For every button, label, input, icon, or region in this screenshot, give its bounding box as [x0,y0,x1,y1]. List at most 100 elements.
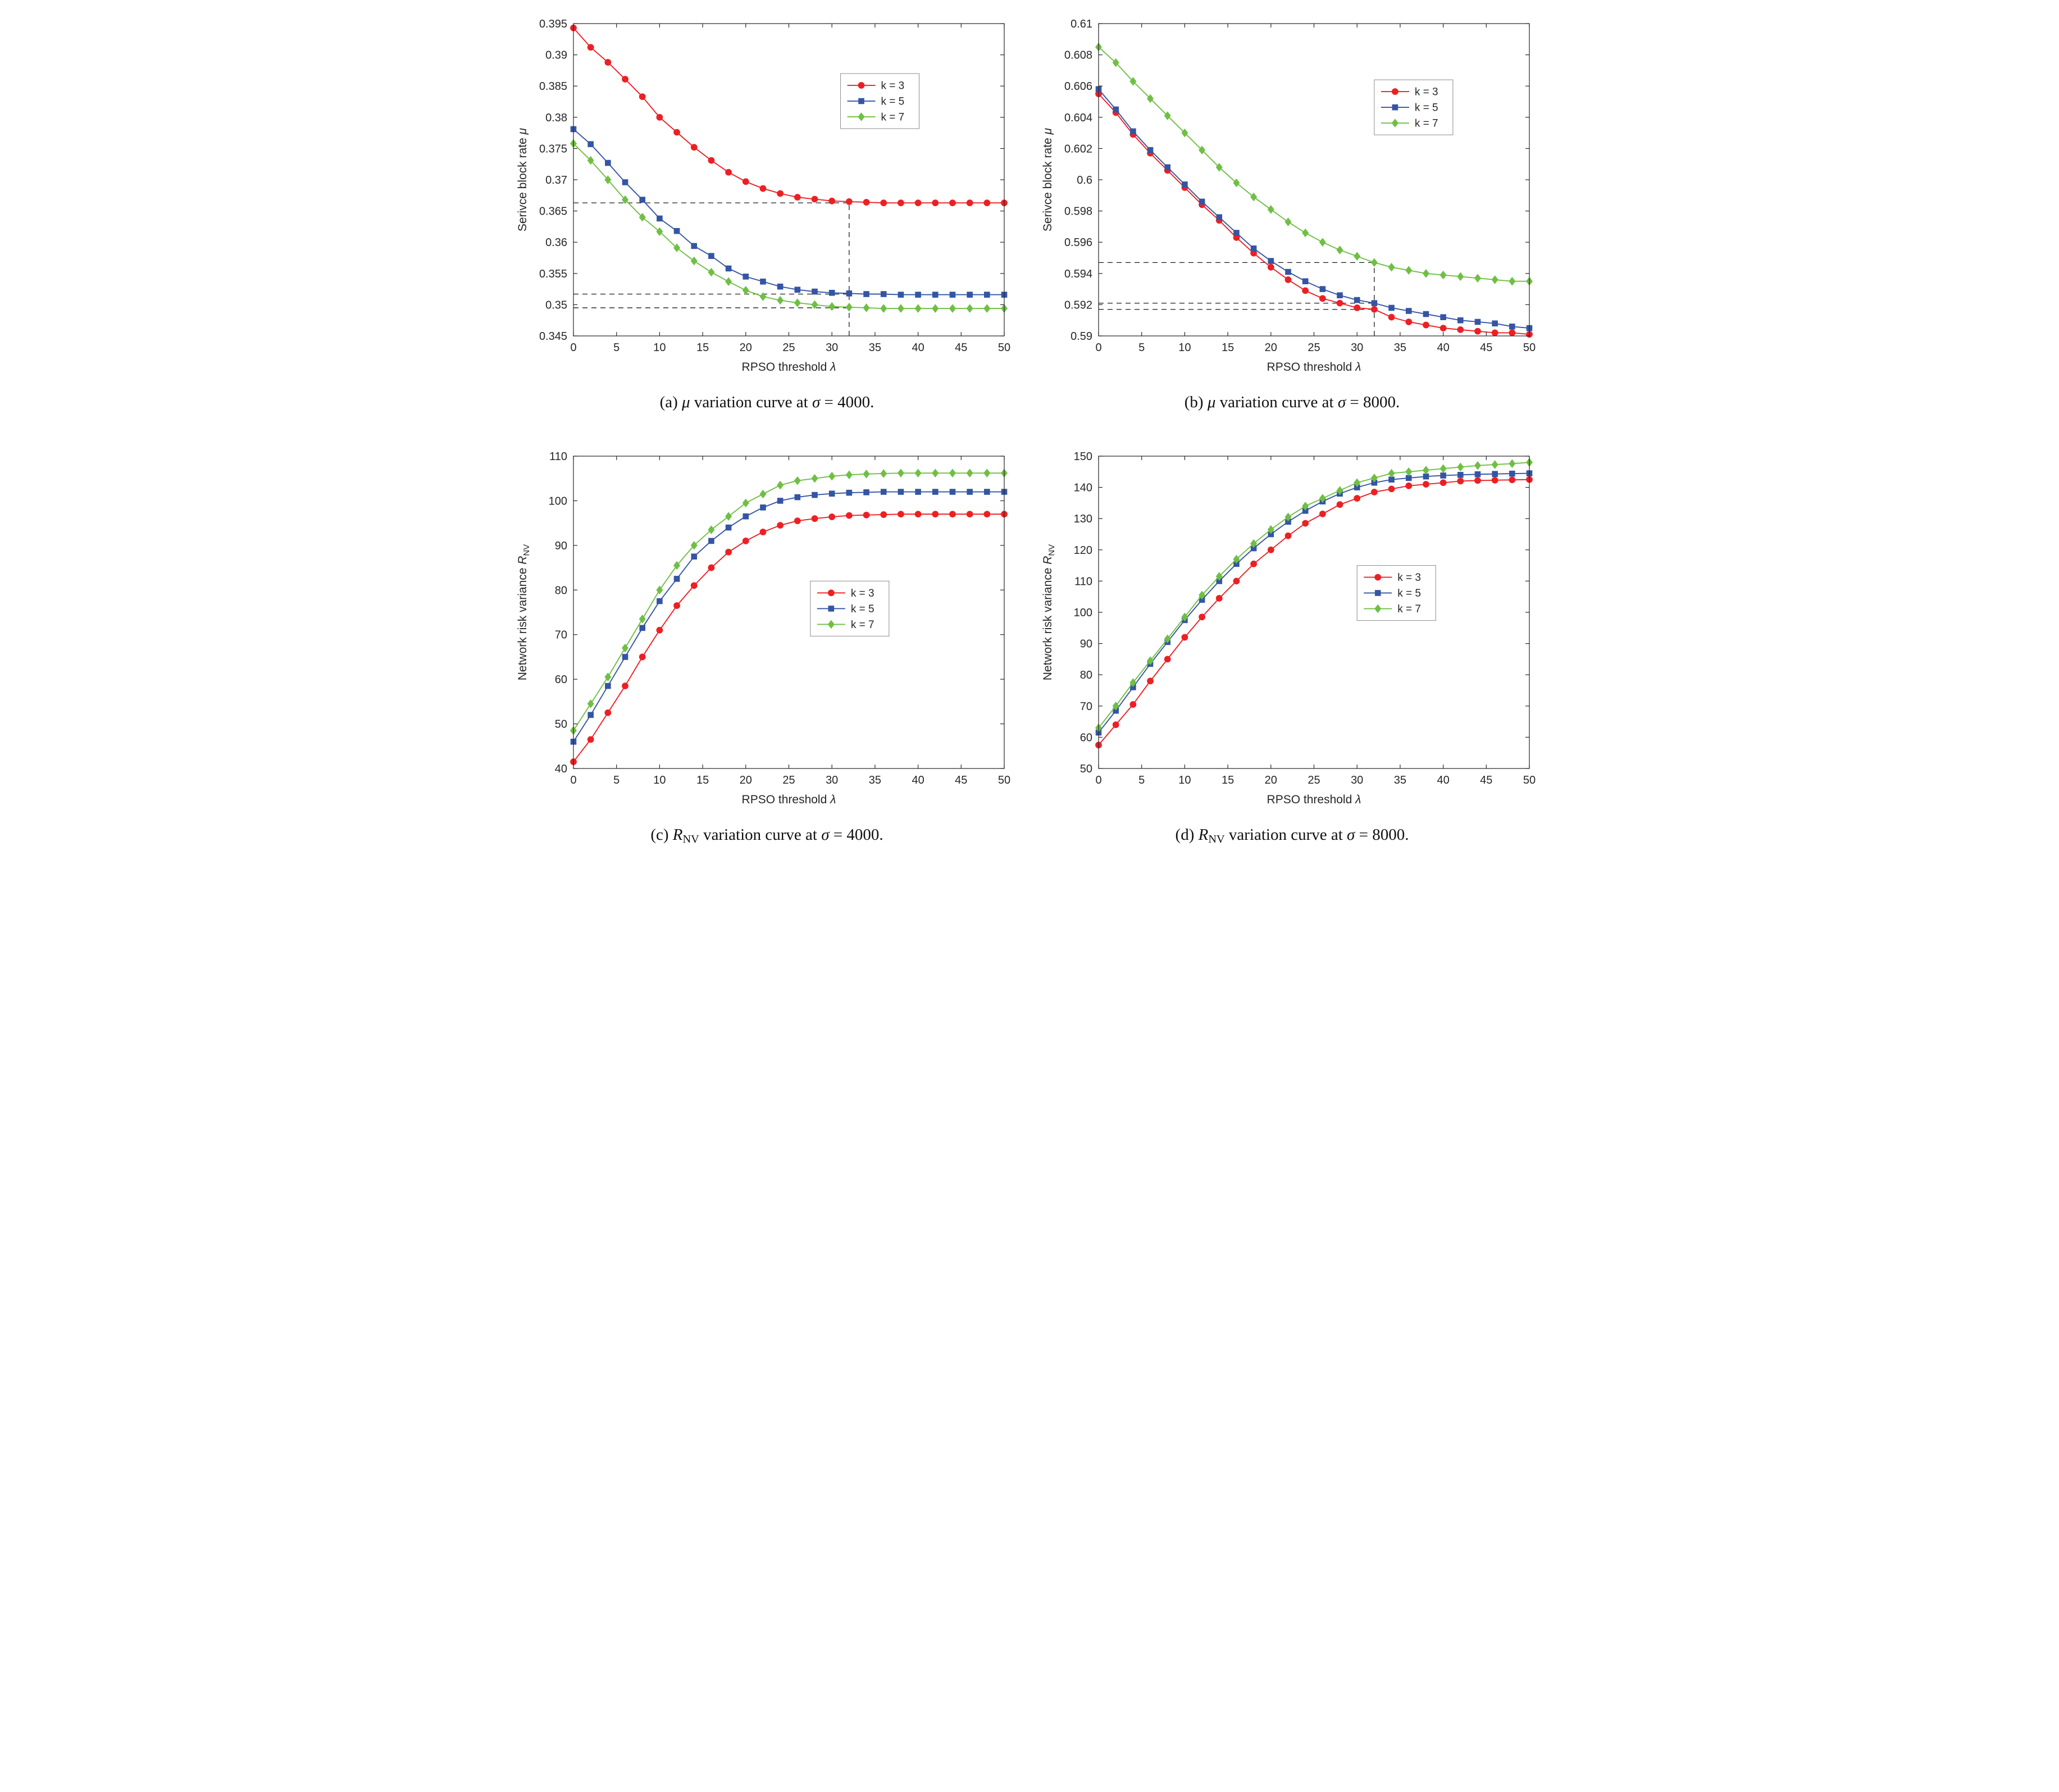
legend-label: k = 5 [881,95,905,107]
svg-text:110: 110 [1074,575,1092,588]
caption-segment: = 8000. [1355,826,1409,844]
caption-segment: σ [821,826,830,844]
legend: k = 3 k = 5 k = 7 [810,580,890,636]
chart-a: 0 5 10 15 20 25 30 35 40 45 50 0.345 0.35 0.355 0.36 0.… [513,10,1021,381]
chart-background [513,10,1021,381]
axis-ticks [1098,456,1530,769]
plot-area [1095,42,1533,338]
svg-text:30: 30 [1351,774,1363,786]
svg-text:80: 80 [555,584,567,597]
axis-tick-labels: 0 5 10 15 20 25 30 35 40 45 50 0.59 0.592 0.594 0.596 0… [1064,18,1536,354]
legend: k = 3 k = 5 k = 7 [1356,565,1436,621]
legend-label: k = 3 [1415,87,1438,98]
svg-text:5: 5 [1138,774,1145,786]
svg-text:30: 30 [826,774,838,786]
svg-text:0.606: 0.606 [1064,80,1092,93]
legend-label: k = 7 [1415,118,1438,130]
svg-text:25: 25 [1308,774,1320,786]
caption-segment: (b) [1184,393,1208,411]
svg-text:130: 130 [1074,513,1092,525]
series-k=3 [1095,90,1533,338]
svg-text:45: 45 [955,342,967,354]
svg-text:40: 40 [912,774,924,786]
svg-text:5: 5 [613,342,619,354]
caption-segment: (a) [659,393,682,411]
svg-text:0: 0 [1095,342,1101,354]
plot-area [570,24,1008,336]
svg-text:0.608: 0.608 [1064,49,1092,62]
x-axis-label: RPSO threshold λ [1267,361,1361,374]
svg-text:100: 100 [549,495,567,507]
svg-text:110: 110 [549,451,567,463]
svg-text:0.35: 0.35 [545,299,567,311]
caption-segment: R [672,826,683,844]
figure-grid: 0 5 10 15 20 25 30 35 40 45 50 0.345 0.35 0.355 0.36 0.… [507,10,1552,846]
svg-text:0.6: 0.6 [1077,174,1092,187]
chart-d: 0 5 10 15 20 25 30 35 40 45 50 50 60 70 80 90 100 110 120 1… [1038,443,1546,813]
legend-label: k = 7 [1397,603,1421,615]
caption-segment: μ [1207,393,1216,411]
svg-text:0.38: 0.38 [545,112,567,124]
axis-tick-labels: 0 5 10 15 20 25 30 35 40 45 50 50 60 70 80 90 100 110 120 1… [1074,451,1536,786]
series-k=7 [570,469,1008,735]
series-k=5 [570,489,1008,745]
svg-text:0.36: 0.36 [545,236,567,249]
svg-text:0.602: 0.602 [1064,143,1092,155]
svg-text:5: 5 [1138,342,1145,354]
svg-text:50: 50 [1523,342,1536,354]
x-axis-label: RPSO threshold λ [742,793,836,806]
series-k=7 [1095,42,1533,286]
svg-text:15: 15 [696,774,709,786]
svg-text:40: 40 [1437,342,1449,354]
caption-segment: variation curve at [699,826,822,844]
legend-label: k = 5 [851,603,874,615]
svg-text:10: 10 [1178,342,1191,354]
series-k=3 [1095,476,1533,749]
series-k=3 [570,511,1008,765]
y-axis-label: Network risk variance RNV [1041,544,1056,681]
y-axis-label: Network risk variance RNV [516,544,531,681]
svg-text:120: 120 [1074,544,1092,557]
svg-text:20: 20 [740,774,752,786]
axis-tick-labels: 0 5 10 15 20 25 30 35 40 45 50 40 50 60 70 80 90 100 110 [549,451,1011,786]
caption-segment: = 8000. [1346,393,1400,411]
svg-text:0.596: 0.596 [1064,236,1092,249]
svg-text:25: 25 [782,774,795,786]
svg-text:5: 5 [613,774,619,786]
svg-text:0.39: 0.39 [545,49,567,62]
legend-label: k = 3 [851,588,874,599]
panel-a: 0 5 10 15 20 25 30 35 40 45 50 0.345 0.35 0.355 0.36 0.… [513,10,1021,412]
caption-segment: R [1198,826,1209,844]
svg-text:0.355: 0.355 [539,268,567,280]
chart-c: 0 5 10 15 20 25 30 35 40 45 50 40 50 60 70 80 90 100 110 RP… [513,443,1021,813]
legend: k = 3 k = 5 k = 7 [840,73,920,129]
caption-segment: (d) [1175,826,1199,844]
caption-segment: (c) [650,826,673,844]
svg-text:50: 50 [1080,763,1092,775]
figure-page: 0 5 10 15 20 25 30 35 40 45 50 0.345 0.35 0.355 0.36 0.… [507,0,1552,863]
svg-text:15: 15 [1222,342,1234,354]
caption-segment: variation curve at [690,393,812,411]
axis-ticks [1098,23,1530,336]
svg-text:70: 70 [555,629,567,642]
chart-background [1038,10,1546,381]
svg-text:20: 20 [1265,342,1277,354]
series-k=7 [570,139,1008,313]
axis-ticks [573,456,1005,769]
svg-text:70: 70 [1080,701,1092,713]
caption-b: (b) μ variation curve at σ = 8000. [1185,393,1400,412]
svg-text:50: 50 [998,342,1010,354]
svg-text:0.375: 0.375 [539,143,567,155]
svg-text:0.604: 0.604 [1064,112,1092,124]
legend-label: k = 3 [881,80,905,92]
caption-segment: σ [812,393,821,411]
series-k=7 [1095,458,1533,733]
legend-label: k = 5 [1415,102,1438,114]
caption-segment: σ [1337,393,1346,411]
caption-segment: = 4000. [820,393,874,411]
caption-segment: variation curve at [1215,393,1338,411]
svg-text:35: 35 [869,342,881,354]
legend: k = 3 k = 5 k = 7 [1374,79,1454,135]
axis-ticks [573,23,1005,336]
svg-text:40: 40 [1437,774,1449,786]
